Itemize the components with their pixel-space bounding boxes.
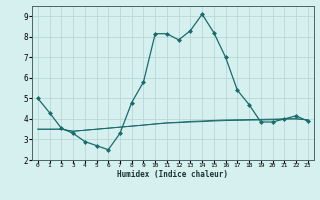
X-axis label: Humidex (Indice chaleur): Humidex (Indice chaleur) bbox=[117, 170, 228, 179]
